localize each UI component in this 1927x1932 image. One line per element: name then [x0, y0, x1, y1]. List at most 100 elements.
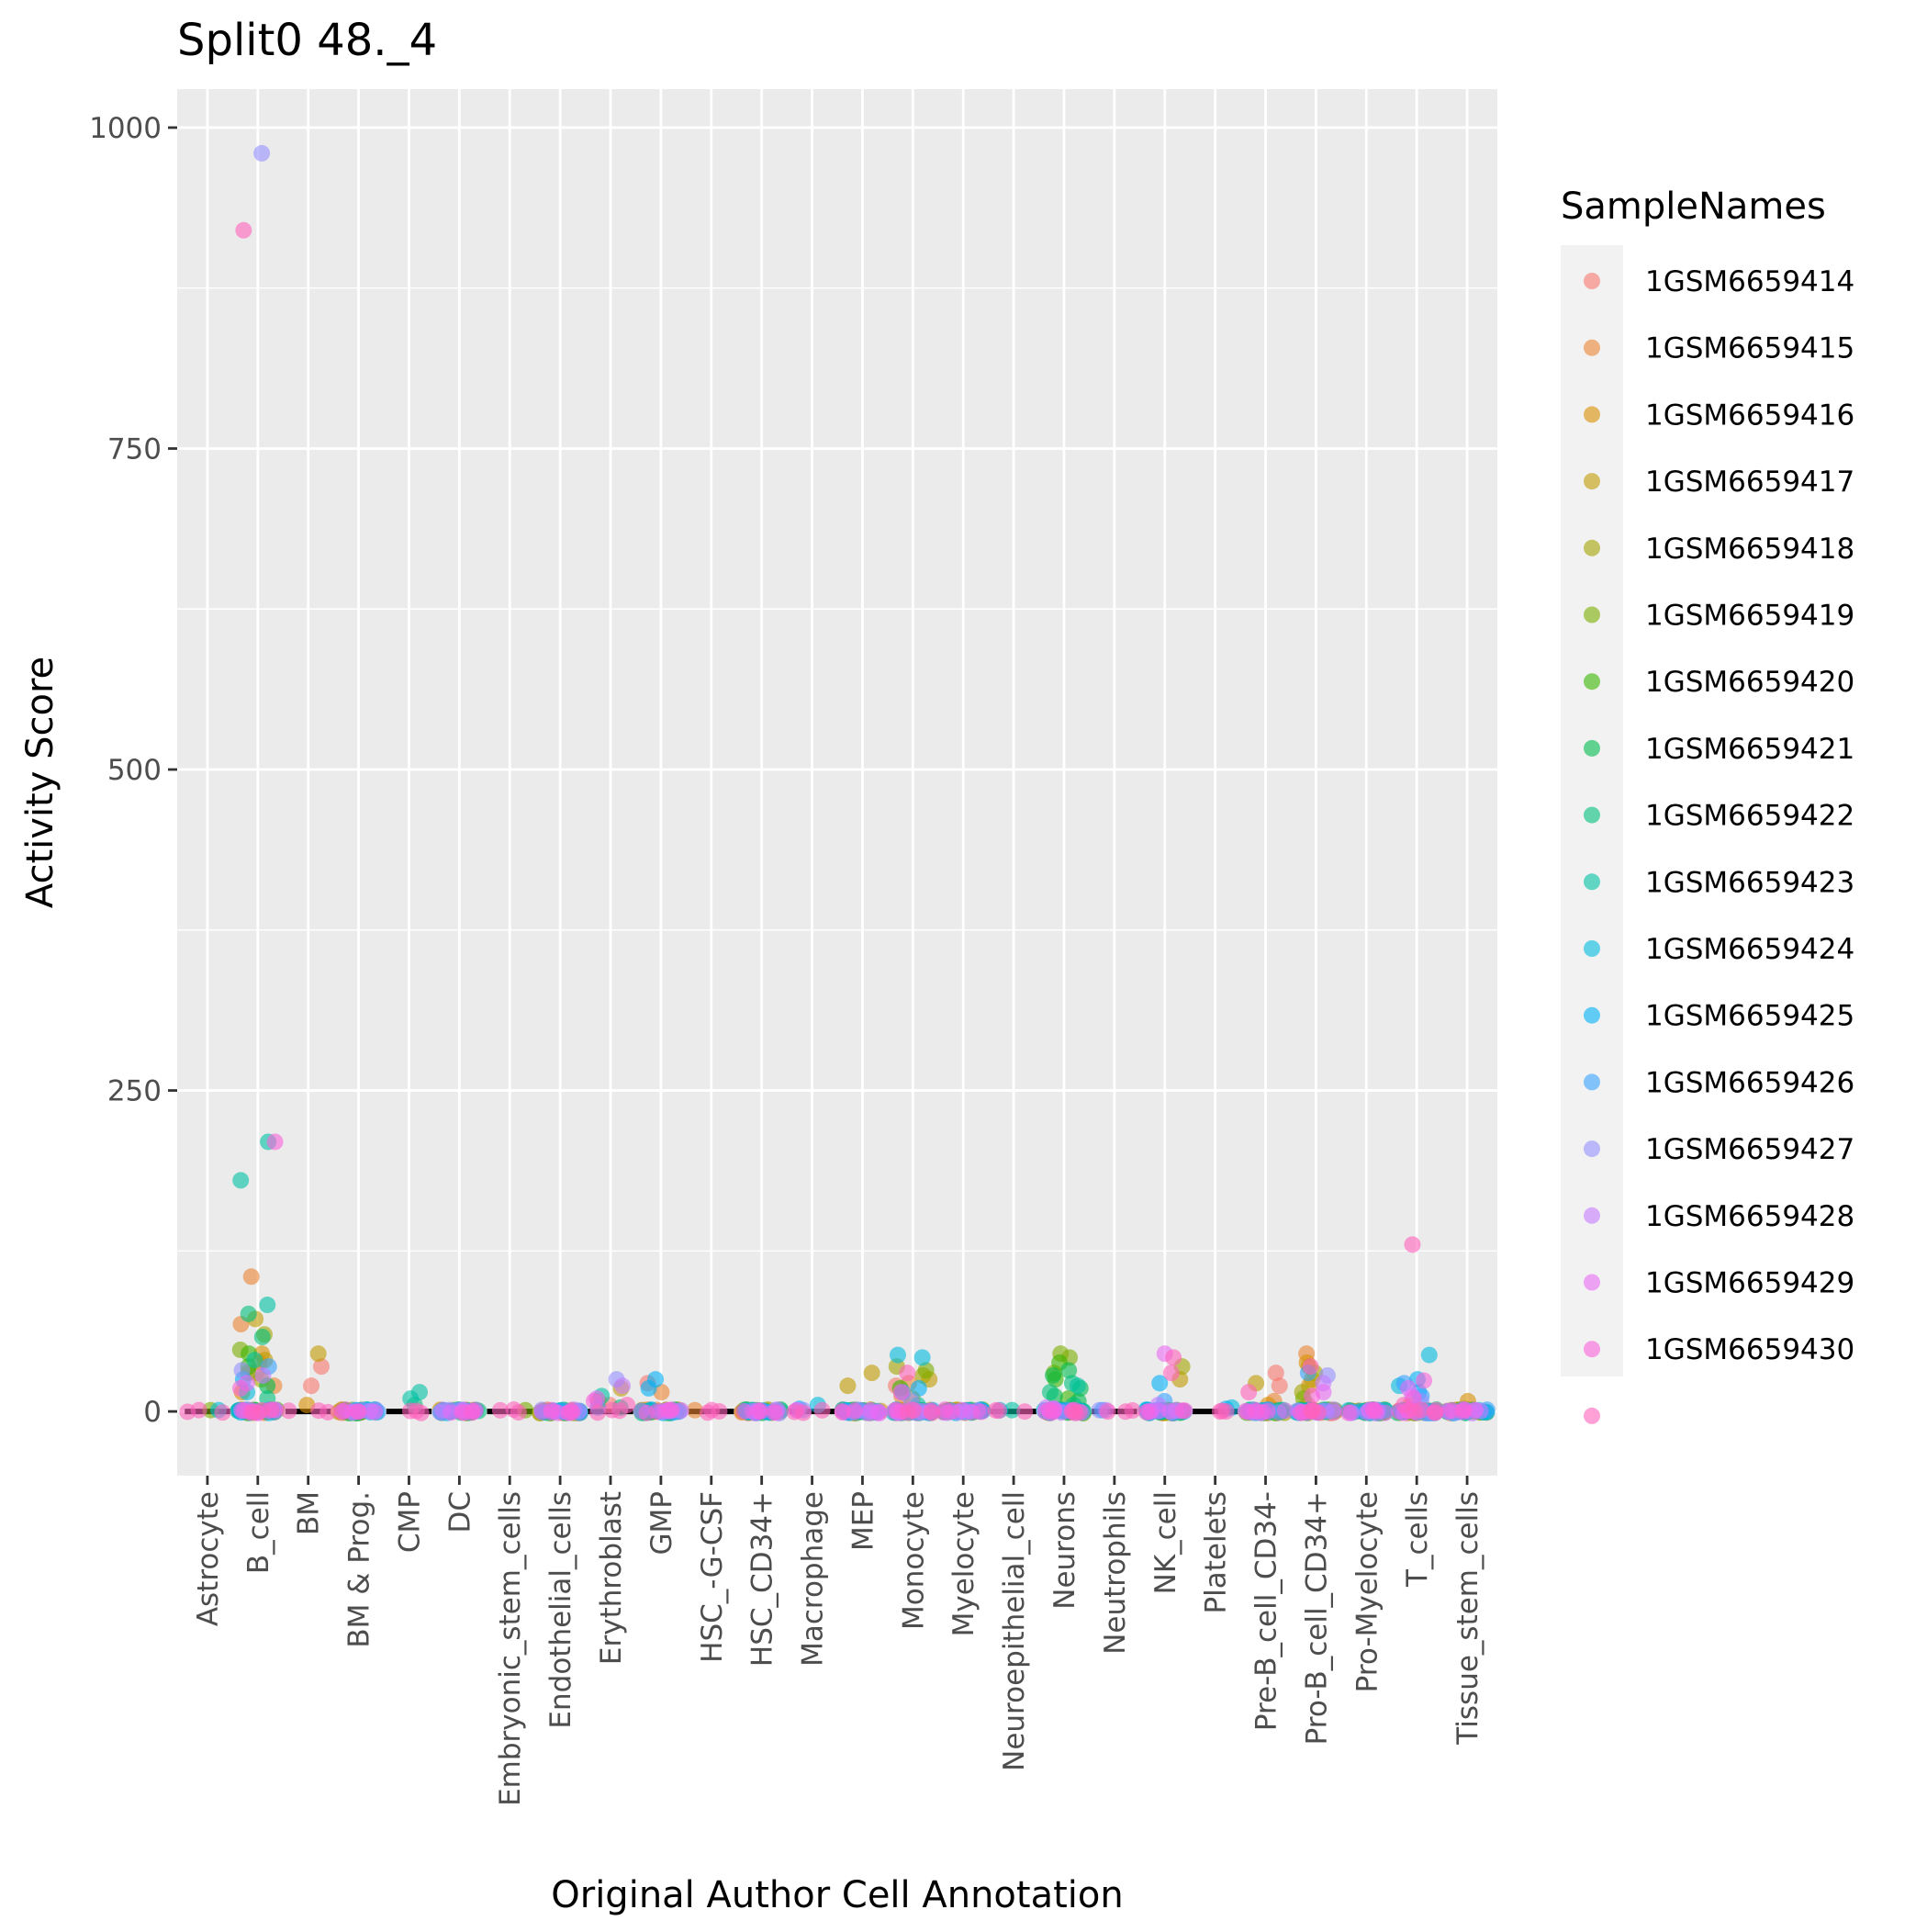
data-point: [231, 1379, 249, 1397]
legend-key: [1584, 1073, 1600, 1091]
legend-label: 1GSM6659414: [1645, 265, 1854, 298]
x-tick-label: Neurons: [1048, 1491, 1081, 1610]
x-axis: Astrocyte B_cell BM BM & Prog. CMP DC Embryoni…: [192, 1476, 1484, 1806]
legend-label: 1GSM6659419: [1645, 600, 1854, 633]
plot-panel: [177, 89, 1497, 1476]
data-point: [889, 1346, 906, 1364]
data-point: [259, 1297, 276, 1314]
data-point: [1259, 1402, 1276, 1420]
y-axis: 0 250 500 750 1000: [89, 112, 177, 1429]
data-point: [686, 1401, 703, 1419]
data-point: [899, 1365, 916, 1382]
data-point: [254, 1366, 272, 1384]
legend-key: [1584, 1407, 1600, 1424]
legend-label: 1GSM6659430: [1645, 1333, 1854, 1366]
legend-label: 1GSM6659427: [1645, 1133, 1854, 1166]
data-point: [235, 221, 252, 239]
data-point: [613, 1377, 631, 1395]
data-point: [640, 1379, 657, 1397]
data-point: [240, 1305, 257, 1322]
data-point: [309, 1345, 327, 1363]
data-point: [1041, 1384, 1059, 1401]
legend-key: [1584, 873, 1600, 891]
data-point: [936, 1401, 954, 1419]
x-tick-label: MEP: [846, 1491, 879, 1551]
data-point: [412, 1404, 430, 1421]
x-tick-label: BM: [293, 1491, 326, 1535]
x-tick-label: HSC_-G-CSF: [696, 1491, 729, 1663]
data-point: [402, 1390, 420, 1408]
data-point: [703, 1401, 721, 1419]
data-point: [794, 1404, 812, 1421]
legend-label: 1GSM6659426: [1645, 1066, 1854, 1099]
data-point: [663, 1401, 680, 1419]
data-point: [1455, 1401, 1473, 1419]
data-point: [910, 1379, 927, 1397]
data-point: [1044, 1403, 1061, 1421]
data-point: [1304, 1387, 1321, 1405]
data-point: [1060, 1362, 1078, 1379]
legend-label: 1GSM6659418: [1645, 533, 1854, 566]
x-tick-label: CMP: [393, 1491, 426, 1553]
data-point: [505, 1401, 522, 1419]
data-point: [589, 1404, 607, 1421]
data-point: [280, 1402, 297, 1420]
x-tick-label: NK_cell: [1149, 1491, 1182, 1594]
x-tick-label: Neuroepithelial_cell: [998, 1491, 1031, 1771]
data-point: [214, 1404, 231, 1421]
data-point: [839, 1377, 857, 1395]
x-tick-label: Pre-B_cell_CD34-: [1250, 1491, 1283, 1731]
data-point: [834, 1404, 851, 1421]
legend-label: 1GSM6659428: [1645, 1200, 1854, 1233]
x-tick-label: B_cell: [242, 1491, 275, 1574]
y-tick-label: 0: [143, 1396, 162, 1429]
x-tick-label: DC: [443, 1491, 476, 1533]
legend-key: [1584, 1140, 1600, 1158]
x-tick-label: Astrocyte: [192, 1491, 225, 1626]
legend: SampleNames 1GSM6659414 1GSM6659415 1GSM66…: [1561, 185, 1854, 1424]
x-tick-label: Myelocyte: [947, 1491, 980, 1636]
data-point: [244, 1403, 262, 1421]
data-point: [1003, 1401, 1021, 1419]
data-point: [1276, 1402, 1294, 1420]
points-layer: [179, 144, 1496, 1422]
data-point: [1416, 1372, 1433, 1389]
x-tick-label: Macrophage: [797, 1491, 830, 1667]
legend-label: 1GSM6659420: [1645, 666, 1854, 699]
data-point: [1366, 1402, 1384, 1420]
legend-key: [1584, 406, 1600, 423]
legend-key: [1584, 273, 1600, 289]
legend-key: [1584, 1274, 1600, 1291]
legend-label: 1GSM6659425: [1645, 1000, 1854, 1033]
x-tick-label: Platelets: [1200, 1491, 1233, 1614]
data-point: [1303, 1402, 1320, 1420]
x-tick-label: GMP: [645, 1491, 678, 1555]
data-point: [1124, 1402, 1141, 1420]
data-point: [263, 1401, 280, 1419]
data-point: [1240, 1384, 1258, 1401]
data-point: [1162, 1365, 1180, 1382]
data-point: [1045, 1366, 1062, 1384]
legend-key: [1584, 339, 1600, 356]
data-point: [232, 1172, 250, 1189]
data-point: [1325, 1403, 1342, 1421]
legend-key: [1584, 473, 1600, 490]
data-point: [913, 1349, 931, 1366]
data-point: [349, 1403, 366, 1421]
legend-label: 1GSM6659424: [1645, 933, 1854, 966]
y-axis-title: Activity Score: [19, 657, 62, 908]
y-tick-label: 250: [107, 1075, 162, 1108]
x-tick-label: Neutrophils: [1099, 1491, 1132, 1655]
data-point: [638, 1404, 655, 1421]
data-point: [735, 1403, 753, 1421]
data-point: [1070, 1403, 1088, 1421]
x-tick-label: HSC_CD34+: [746, 1491, 779, 1667]
legend-key: [1584, 1006, 1600, 1024]
data-point: [1426, 1404, 1443, 1421]
data-point: [1151, 1375, 1169, 1392]
data-point: [463, 1404, 480, 1421]
legend-key: [1584, 739, 1600, 757]
data-point: [1137, 1403, 1155, 1421]
